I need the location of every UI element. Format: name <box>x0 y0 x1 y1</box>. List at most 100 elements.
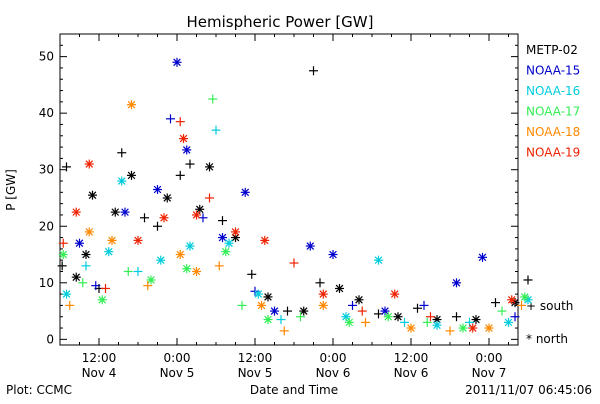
south-point <box>348 300 357 310</box>
south-point <box>78 278 88 288</box>
south-point <box>101 283 110 293</box>
timestamp: 2011/11/07 06:45:06 <box>465 383 592 397</box>
north-point <box>127 170 136 180</box>
south-point <box>205 193 214 203</box>
x-tick-label-date: Nov 6 <box>316 366 351 380</box>
north-point <box>484 323 494 333</box>
south-point <box>445 326 455 336</box>
south-point <box>523 275 533 285</box>
south-point <box>175 117 185 127</box>
chart-title: Hemispheric Power [GW] <box>187 13 374 31</box>
north-point <box>318 300 328 310</box>
north-point <box>305 241 315 251</box>
x-tick-label-time: 12:00 <box>238 351 273 365</box>
south-point <box>218 216 227 226</box>
north-point <box>240 187 250 197</box>
north-point <box>406 323 416 333</box>
south-point <box>123 266 133 276</box>
south-point <box>211 125 221 135</box>
data-points <box>57 57 533 336</box>
south-point <box>58 238 68 248</box>
north-point <box>520 292 530 302</box>
y-tick-label: 0 <box>46 332 54 346</box>
x-tick-label-time: 12:00 <box>394 351 429 365</box>
y-tick-label: 50 <box>39 50 54 64</box>
south-point <box>237 300 247 310</box>
north-point <box>468 323 478 333</box>
north-point <box>393 312 403 322</box>
north-point <box>507 295 517 305</box>
series-noaa-19 <box>58 117 517 333</box>
south-point <box>276 315 286 325</box>
north-point <box>71 272 81 282</box>
north-point <box>84 227 94 237</box>
south-point <box>81 261 91 271</box>
north-point <box>192 266 201 276</box>
south-point <box>400 317 409 327</box>
legend-north: * north <box>526 332 568 346</box>
south-point <box>283 306 292 316</box>
north-point <box>97 295 107 305</box>
south-point <box>413 303 422 313</box>
south-point <box>62 162 71 172</box>
legend-entry: NOAA-18 <box>526 125 580 139</box>
north-point <box>62 289 71 299</box>
south-point <box>452 312 461 322</box>
x-tick-label-date: Nov 4 <box>82 366 117 380</box>
north-point <box>432 320 442 330</box>
north-point <box>104 247 114 257</box>
north-point <box>299 306 309 316</box>
y-axis-label: P [GW] <box>4 169 18 211</box>
north-point <box>383 312 393 322</box>
north-point <box>263 292 273 302</box>
north-point <box>478 252 487 262</box>
north-point <box>172 57 182 67</box>
south-point <box>133 266 143 276</box>
north-point <box>192 210 201 220</box>
series-noaa-15 <box>75 57 520 322</box>
x-tick-label-date: Nov 5 <box>160 366 195 380</box>
south-point <box>166 114 175 124</box>
south-point <box>422 317 432 327</box>
series-noaa-16 <box>62 125 533 330</box>
south-point <box>491 298 500 308</box>
legend-entry: NOAA-16 <box>526 84 580 98</box>
north-point <box>335 283 344 293</box>
north-point <box>318 289 328 299</box>
north-point <box>127 100 136 110</box>
north-point <box>344 317 354 327</box>
north-point <box>185 241 195 251</box>
x-tick-label-time: 12:00 <box>82 351 117 365</box>
north-point <box>458 323 468 333</box>
legend-south: + south <box>526 299 573 313</box>
north-point <box>120 207 130 217</box>
x-tick-label-time: 0:00 <box>164 351 191 365</box>
south-point <box>153 221 162 231</box>
south-point <box>497 306 507 316</box>
north-point <box>270 306 279 316</box>
north-point <box>175 250 185 260</box>
north-point <box>182 264 192 274</box>
south-point <box>309 66 318 76</box>
x-tick-label-date: Nov 5 <box>238 366 273 380</box>
y-tick-label: 40 <box>39 106 54 120</box>
north-point <box>146 275 156 285</box>
south-point <box>279 326 289 336</box>
north-point <box>205 162 214 172</box>
south-point <box>65 300 75 310</box>
north-point <box>117 176 127 186</box>
north-point <box>253 289 263 299</box>
north-point <box>452 278 461 288</box>
south-point <box>57 261 67 271</box>
north-point <box>221 247 231 257</box>
north-point <box>162 193 172 203</box>
north-point <box>58 250 68 260</box>
south-point <box>510 312 520 322</box>
north-point <box>71 207 81 217</box>
south-point <box>361 317 370 327</box>
legend: METP-02 NOAA-15 NOAA-16 NOAA-17 NOAA-18 NOAA-… <box>526 43 580 160</box>
legend-entry: METP-02 <box>526 43 578 57</box>
south-point <box>357 306 367 316</box>
north-point <box>354 295 364 305</box>
